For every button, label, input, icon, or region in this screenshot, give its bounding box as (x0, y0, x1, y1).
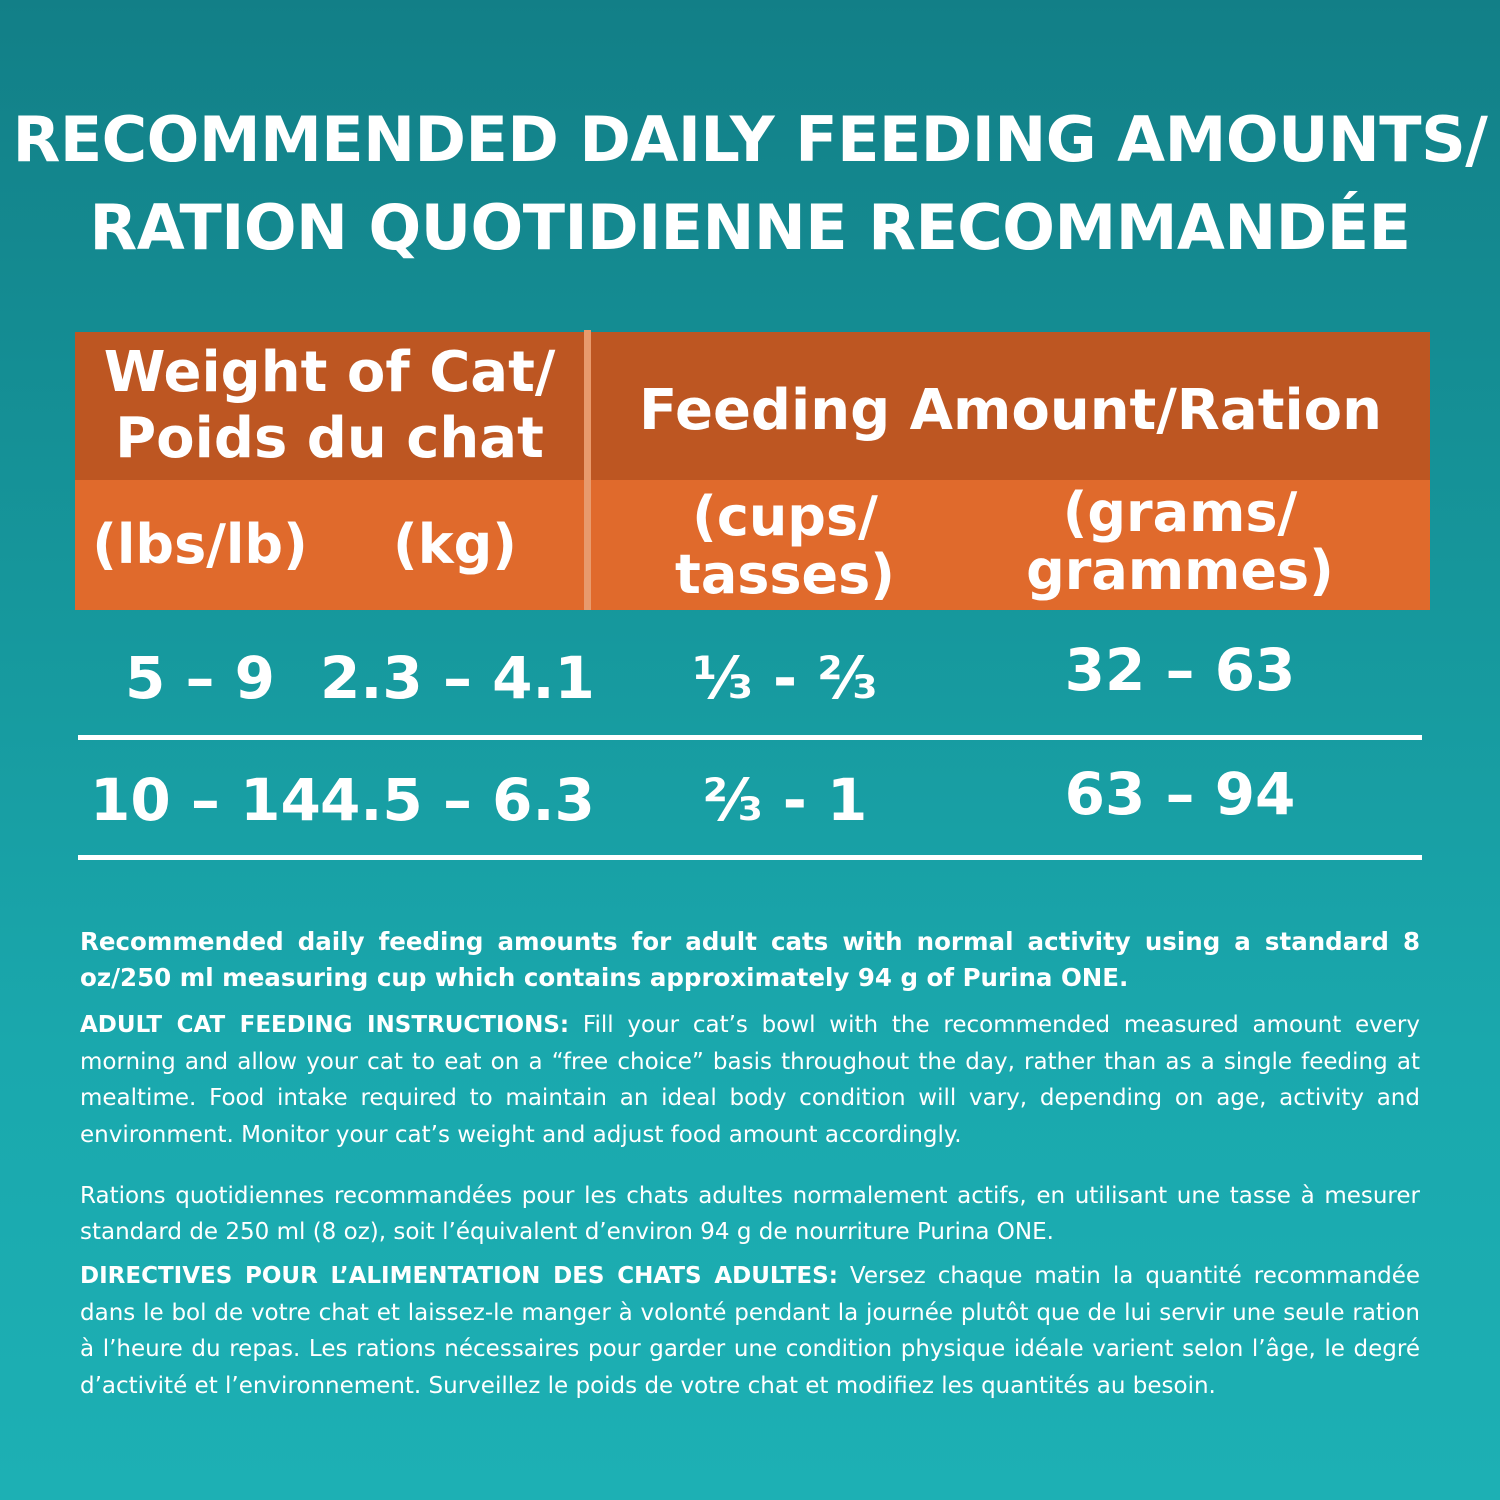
french-intro-text: Rations quotidiennes recommandées pour l… (80, 1183, 1420, 1245)
lbs-unit-label: (lbs/lb) (92, 513, 308, 576)
title-line-english: RECOMMENDED DAILY FEEDING AMOUNTS/ (12, 103, 1488, 176)
grams-unit-line2: grammes) (1026, 539, 1334, 602)
english-intro-note: Recommended daily feeding amounts for ad… (80, 924, 1420, 996)
french-intro-note: Rations quotidiennes recommandées pour l… (80, 1178, 1420, 1250)
table-bottom-rule (78, 855, 1422, 860)
row1-kg-cell: 2.3 – 4.1 (320, 644, 595, 712)
header-divider (584, 330, 591, 610)
page-title: RECOMMENDED DAILY FEEDING AMOUNTS/ RATIO… (0, 96, 1500, 272)
feeding-units-cell (591, 480, 1430, 610)
english-intro-text: Recommended daily feeding amounts for ad… (80, 927, 1420, 992)
weight-units-cell (75, 480, 584, 610)
cups-unit-label: (cups/ tasses) (640, 488, 930, 604)
row1-lbs-cell: 5 – 9 (124, 644, 276, 712)
english-instructions-text: Fill your cat’s bowl with the recommende… (80, 1012, 1421, 1148)
row-divider (78, 735, 1422, 740)
english-instructions-note: ADULT CAT FEEDING INSTRUCTIONS: Fill you… (80, 1007, 1420, 1153)
row1-grams-cell: 32 – 63 (1064, 636, 1296, 704)
cups-unit-line2: tasses) (675, 543, 895, 606)
title-line-french: RATION QUOTIDIENNE RECOMMANDÉE (89, 191, 1411, 264)
feeding-header-cell (591, 332, 1430, 480)
french-instructions-label: DIRECTIVES POUR L’ALIMENTATION DES CHATS… (80, 1263, 838, 1289)
row2-kg-cell: 4.5 – 6.3 (320, 766, 595, 834)
feeding-header-label: Feeding Amount/Ration (638, 378, 1382, 443)
row2-grams-cell: 63 – 94 (1064, 760, 1296, 828)
row1-cups-cell: ⅓ - ⅔ (692, 644, 878, 712)
weight-header-english: Weight of Cat/ (103, 340, 556, 405)
cups-unit-line1: (cups/ (692, 485, 878, 548)
grams-unit-line1: (grams/ (1062, 481, 1298, 544)
french-instructions-text: Versez chaque matin la quantité recomman… (80, 1263, 1420, 1399)
weight-header-cell (75, 332, 584, 480)
weight-header-label: Weight of Cat/ Poids du chat (75, 340, 584, 472)
english-instructions-label: ADULT CAT FEEDING INSTRUCTIONS: (80, 1012, 570, 1038)
french-instructions-note: DIRECTIVES POUR L’ALIMENTATION DES CHATS… (80, 1258, 1420, 1404)
kg-unit-label: (kg) (393, 513, 517, 576)
row2-lbs-cell: 10 – 14 (90, 766, 321, 834)
row2-cups-cell: ⅔ - 1 (702, 766, 868, 834)
grams-unit-label: (grams/ grammes) (1010, 484, 1350, 600)
weight-header-french: Poids du chat (115, 406, 544, 471)
